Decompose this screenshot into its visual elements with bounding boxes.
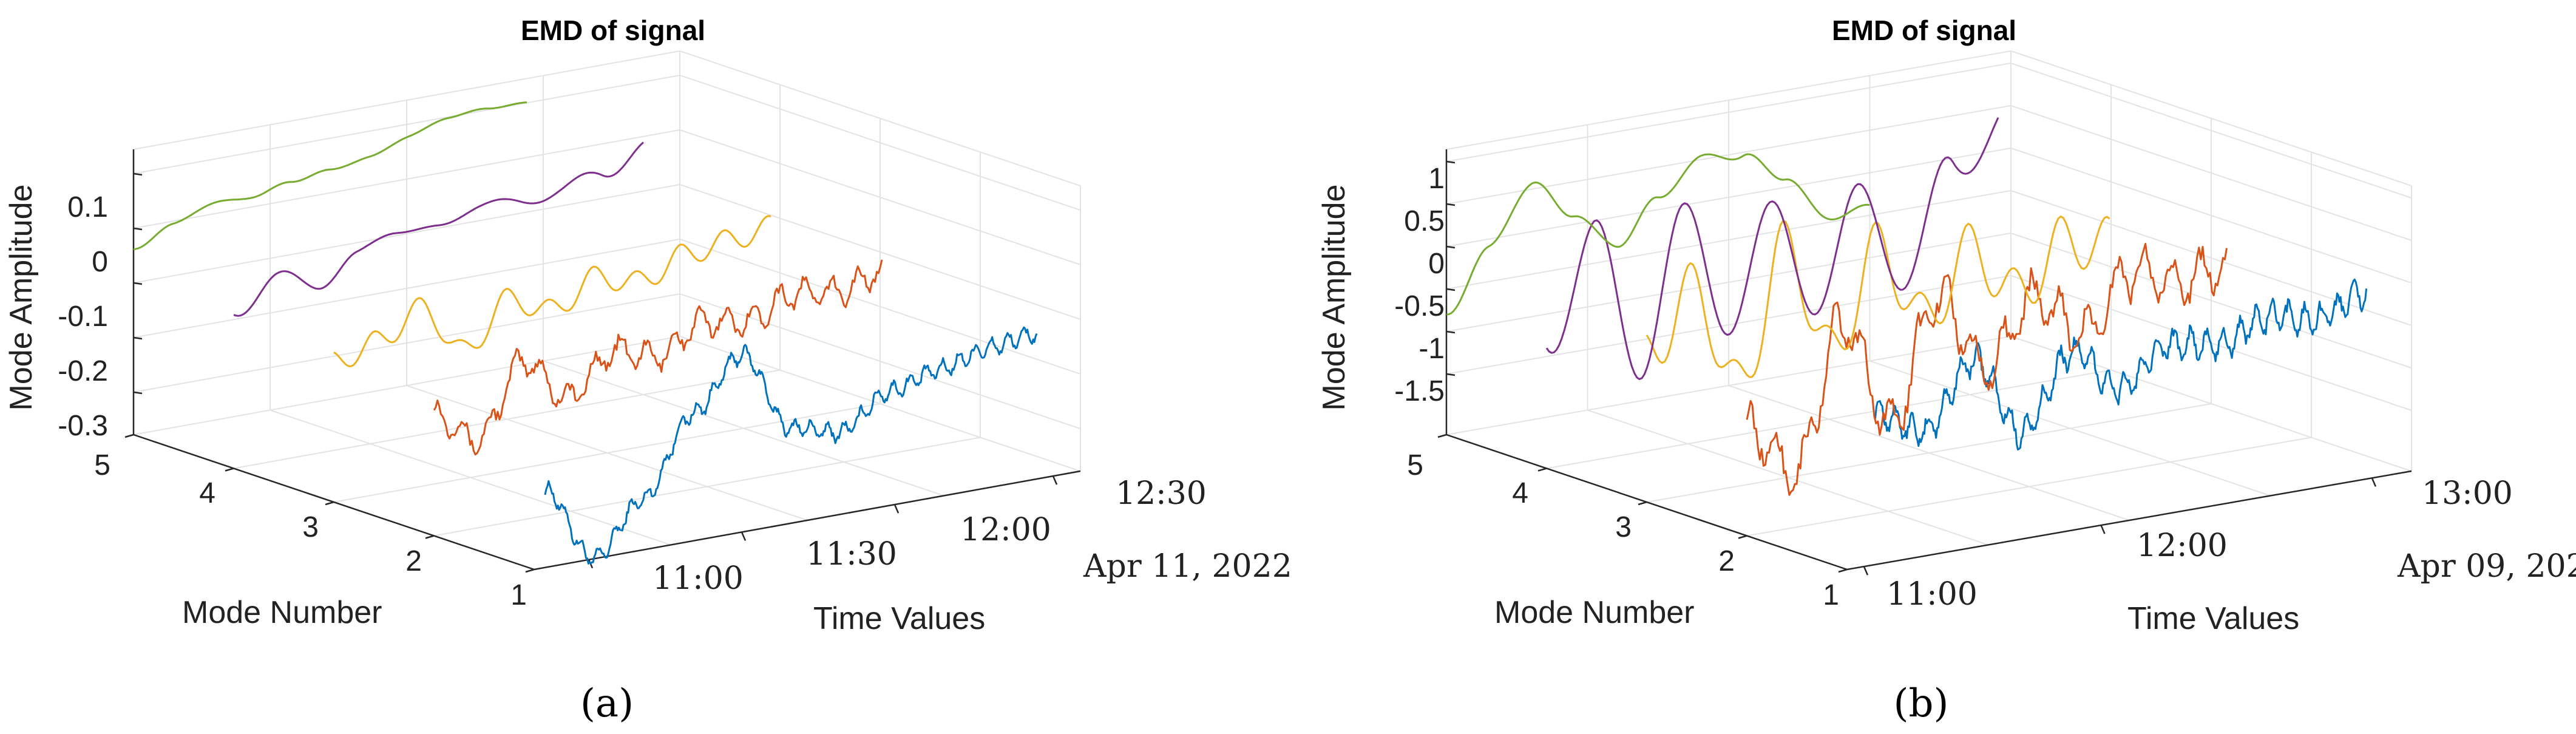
panel-a-ztick: -0.3 — [58, 410, 108, 442]
mode-tick-mark — [1838, 568, 1848, 573]
panel-a-time-tick: 12:00 — [960, 512, 1051, 548]
amplitude-tick-mark — [1446, 160, 1456, 164]
panel-b-ztick: -1.5 — [1394, 375, 1445, 407]
amplitude-tick-mark — [133, 172, 143, 176]
panel-b-mode-tick: 3 — [1615, 511, 1632, 543]
mode-tick-mark — [525, 568, 535, 573]
floor-grid-line — [1728, 385, 2130, 521]
panel-a-mode-label: Mode Number — [182, 595, 382, 630]
panel-b-ztick: -1 — [1418, 333, 1445, 365]
panel-b: EMD of signal Mode Amplitude Mode Number… — [1317, 15, 2576, 726]
panel-b-mode-tick: 2 — [1718, 545, 1735, 577]
panel-b-title: EMD of signal — [1832, 15, 2016, 46]
mode-tick-mark — [124, 433, 134, 438]
time-tick-mark — [893, 504, 900, 514]
panel-b-mode-tick: 5 — [1407, 449, 1423, 481]
panel-a-date-label: Apr 11, 2022 — [1083, 548, 1292, 585]
panel-b-caption: (b) — [1894, 681, 1949, 726]
mode-tick-mark — [225, 467, 234, 472]
panel-a-time-tick: 11:00 — [652, 560, 744, 597]
floor-grid-line — [1587, 409, 1988, 546]
panel-a-ztick: 0 — [92, 246, 108, 278]
panel-b-time-label: Time Values — [2127, 601, 2299, 636]
time-tick-mark — [1052, 475, 1058, 485]
panel-a-time-tick: 12:30 — [1116, 475, 1207, 512]
panel-b-mode-tick: 4 — [1512, 477, 1528, 509]
mode-tick-mark — [425, 535, 435, 539]
panel-b-grid — [1446, 50, 2412, 570]
panel-a-series — [133, 101, 1038, 565]
panel-b-time-tick: 11:00 — [1886, 576, 1978, 613]
panel-b-ztick: 1 — [1428, 163, 1445, 195]
floor-grid-line — [543, 360, 944, 497]
floor-grid-line — [406, 385, 808, 521]
mode-tick-mark — [1738, 535, 1747, 539]
series-line-mode-5 — [1446, 153, 1870, 316]
panel-b-mode-label: Mode Number — [1494, 595, 1694, 630]
time-tick-mark — [2371, 477, 2377, 487]
amplitude-tick-mark — [1446, 288, 1456, 291]
amplitude-tick-mark — [133, 282, 143, 285]
series-line-mode-2 — [1746, 243, 2228, 496]
top-edge — [2010, 50, 2412, 186]
panel-a-mode-tick: 5 — [94, 449, 110, 481]
amplitude-tick-mark — [1446, 245, 1456, 249]
panel-b-time-tick: 12:00 — [2137, 528, 2228, 564]
top-edge — [133, 50, 680, 150]
series-line-mode-2 — [433, 259, 883, 456]
panel-a-time-tick: 11:30 — [806, 536, 897, 573]
series-line-mode-5 — [133, 101, 527, 251]
panel-b-mode-tick: 1 — [1823, 579, 1839, 611]
panel-a-title: EMD of signal — [521, 15, 705, 46]
series-line-mode-4 — [233, 141, 645, 317]
panel-b-zlabel: Mode Amplitude — [1317, 185, 1352, 411]
panel-a-ztick: -0.2 — [58, 355, 108, 387]
floor-grid-line — [269, 409, 671, 546]
amplitude-tick-mark — [133, 391, 143, 395]
panel-b-ztick: -0.5 — [1394, 290, 1445, 322]
time-axis — [1846, 470, 2412, 571]
top-edge — [679, 50, 1081, 186]
amplitude-tick-mark — [1446, 330, 1456, 334]
panel-a-time-label: Time Values — [813, 601, 985, 636]
amplitude-tick-mark — [133, 227, 143, 231]
panel-a: EMD of signal Mode Amplitude Mode Number… — [4, 15, 1292, 726]
panel-b-ztick: 0 — [1428, 248, 1445, 280]
mode-tick-mark — [1437, 433, 1447, 438]
panel-a-mode-tick: 4 — [199, 477, 215, 509]
series-line-mode-3 — [333, 215, 771, 367]
mode-tick-mark — [325, 501, 334, 506]
panel-b-time-tick: 13:00 — [2422, 475, 2513, 512]
panel-a-axes — [124, 149, 1081, 573]
amplitude-tick-mark — [1446, 203, 1456, 206]
amplitude-tick-mark — [1446, 373, 1456, 376]
series-line-mode-1 — [1874, 278, 2368, 450]
series-line-mode-3 — [1646, 215, 2110, 378]
panel-a-zlabel: Mode Amplitude — [4, 185, 39, 411]
panel-a-mode-tick: 2 — [405, 545, 422, 577]
panel-a-grid — [133, 50, 1081, 570]
panel-b-ztick: 0.5 — [1404, 205, 1445, 237]
series-line-mode-1 — [544, 326, 1038, 565]
time-axis — [534, 470, 1081, 571]
panel-b-axes — [1437, 149, 2412, 576]
panel-b-date-label: Apr 09, 2022 — [2397, 548, 2576, 585]
panel-a-caption: (a) — [580, 681, 634, 726]
top-edge — [1446, 50, 2012, 150]
panel-a-mode-tick: 3 — [302, 511, 319, 543]
time-tick-mark — [1863, 566, 1869, 576]
time-tick-mark — [741, 531, 747, 541]
amplitude-tick-mark — [133, 336, 143, 340]
mode-tick-mark — [1638, 501, 1647, 506]
panel-b-series — [1446, 117, 2368, 496]
series-line-mode-4 — [1545, 117, 1999, 380]
panel-a-mode-tick: 1 — [510, 579, 527, 611]
floor-grid-line — [1869, 360, 2271, 497]
panel-a-ztick: 0.1 — [67, 191, 108, 223]
mode-tick-mark — [1537, 467, 1547, 472]
panel-a-ztick: -0.1 — [58, 301, 108, 333]
time-tick-mark — [2100, 525, 2106, 534]
